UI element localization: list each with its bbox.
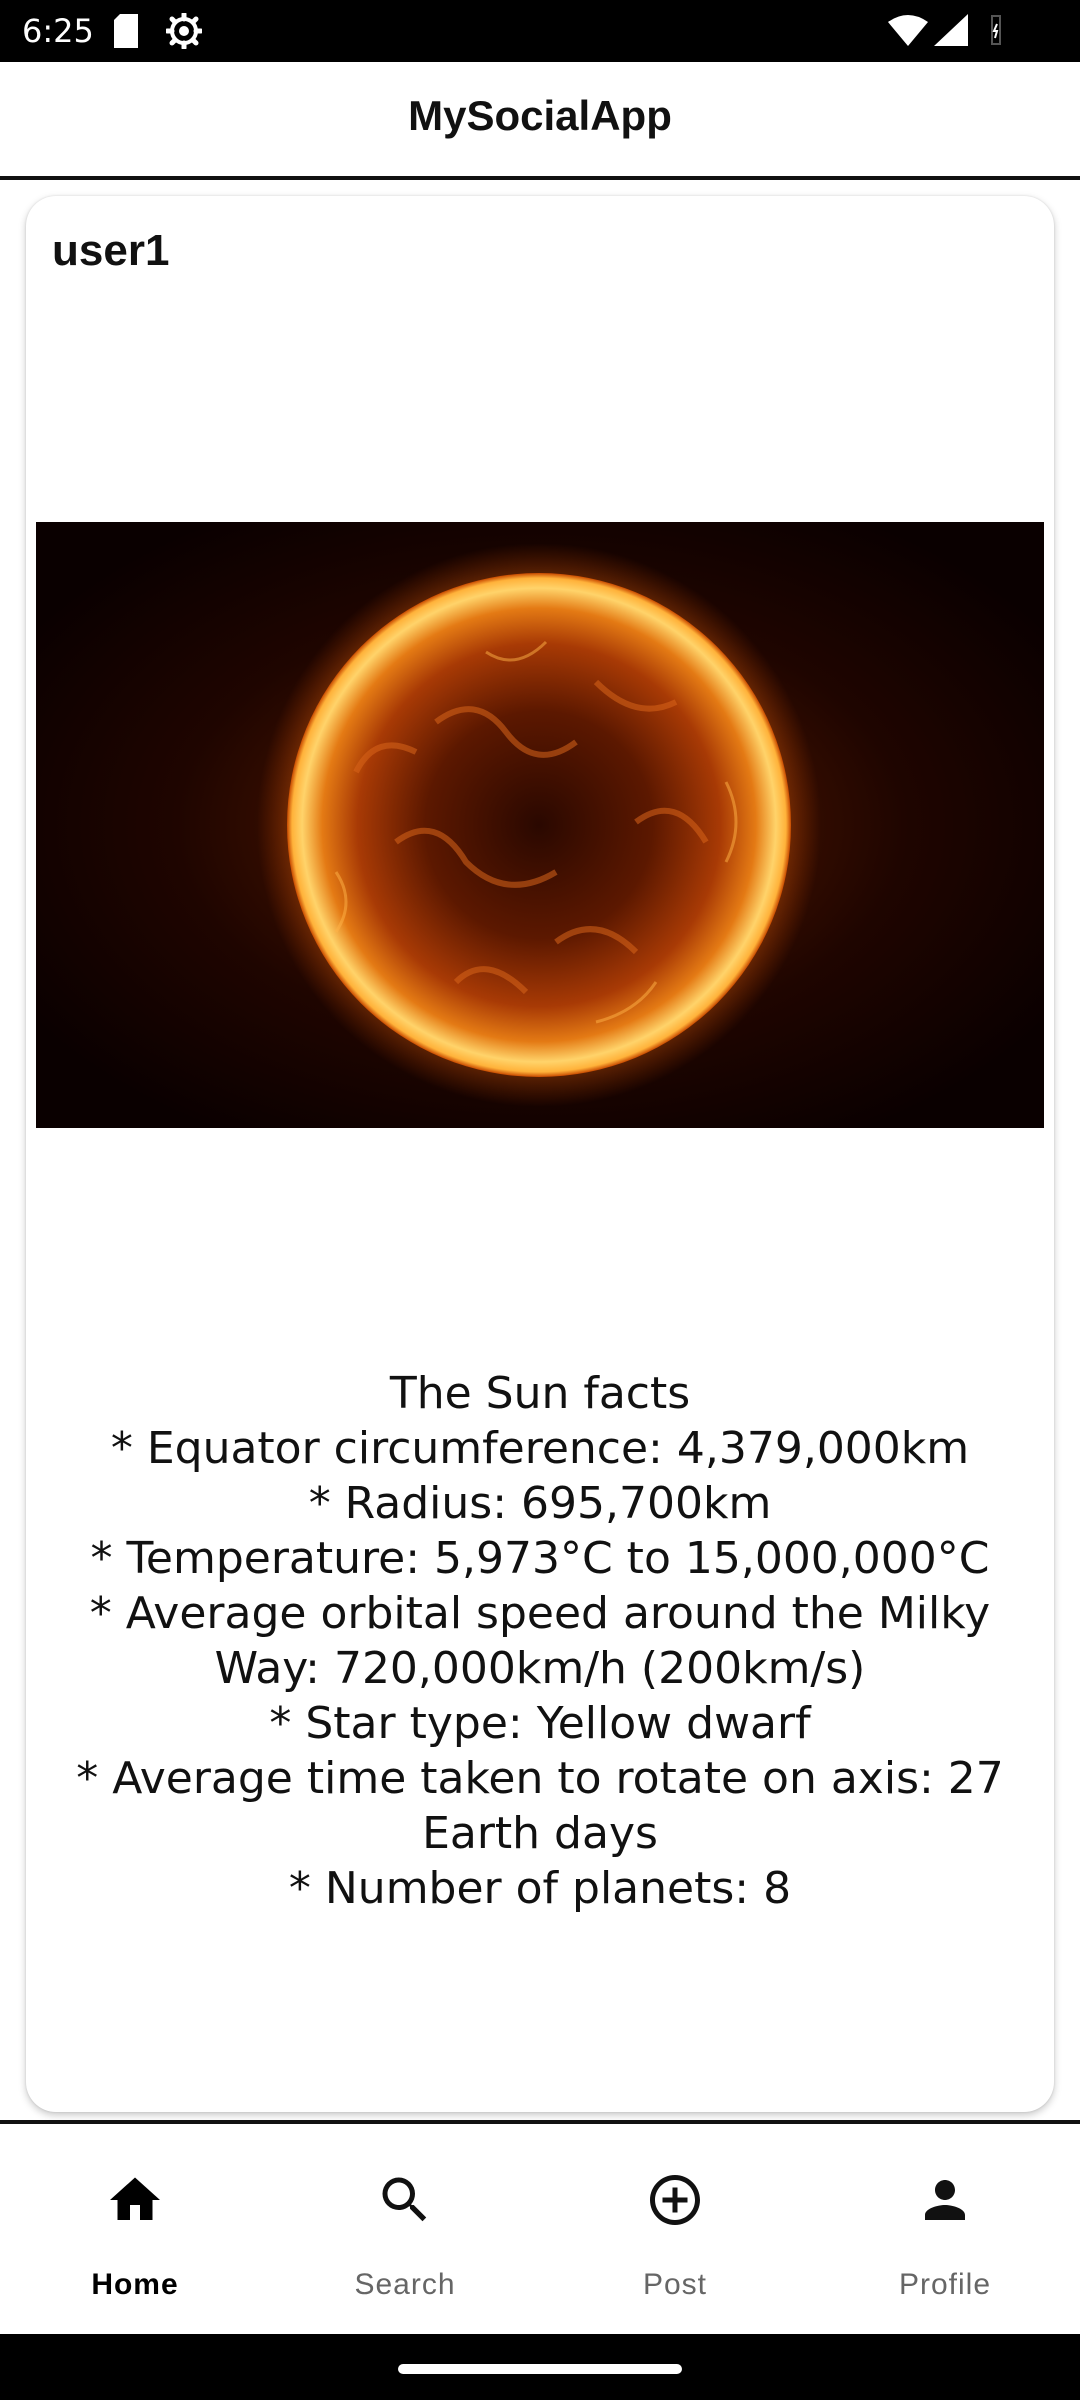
nav-search[interactable]: Search — [270, 2124, 540, 2334]
search-icon — [382, 2177, 427, 2222]
nav-search-label: Search — [354, 2268, 456, 2301]
app-bar: MySocialApp — [0, 62, 1080, 180]
post-text-line: * Temperature: 5,973°C to 15,000,000°C — [90, 1533, 990, 1584]
add-circle-icon — [650, 2175, 700, 2225]
person-icon — [925, 2180, 965, 2220]
nav-home[interactable]: Home — [0, 2124, 270, 2334]
nav-profile-label: Profile — [898, 2268, 992, 2301]
post-text: The Sun facts * Equator circumference: 4… — [66, 1366, 1014, 1916]
post-image[interactable] — [36, 522, 1044, 1128]
nav-home-label: Home — [91, 2268, 179, 2301]
status-bar: 6:25 — [0, 0, 1080, 62]
sun-image — [36, 522, 1044, 1128]
cell-signal-icon — [934, 14, 968, 51]
gesture-area — [0, 2334, 1080, 2400]
post-card[interactable]: user1 — [26, 196, 1054, 2112]
post-text-line: Earth days — [422, 1808, 658, 1859]
post-text-line: * Average orbital speed around the Milky — [89, 1588, 991, 1639]
app-title: MySocialApp — [408, 92, 672, 139]
post-text-line: * Star type: Yellow dwarf — [269, 1698, 811, 1749]
home-icon — [110, 2177, 160, 2220]
post-text-line: Way: 720,000km/h (200km/s) — [214, 1643, 866, 1694]
post-text-line: The Sun facts — [389, 1368, 691, 1419]
battery-icon — [988, 14, 1004, 51]
post-text-line: * Average time taken to rotate on axis: … — [76, 1753, 1004, 1804]
post-text-line: * Number of planets: 8 — [288, 1863, 792, 1914]
nav-post-label: Post — [642, 2268, 708, 2301]
post-text-line: * Radius: 695,700km — [308, 1478, 772, 1529]
post-text-line: * Equator circumference: 4,379,000km — [110, 1423, 970, 1474]
post-username[interactable]: user1 — [52, 226, 170, 275]
sd-card-icon — [112, 14, 140, 53]
nav-post[interactable]: Post — [540, 2124, 810, 2334]
bottom-nav: Home Search Post Profile — [0, 2120, 1080, 2334]
status-time: 6:25 — [22, 12, 94, 50]
nav-profile[interactable]: Profile — [810, 2124, 1080, 2334]
gesture-handle[interactable] — [398, 2364, 682, 2374]
settings-gear-icon — [164, 11, 204, 54]
wifi-icon — [888, 14, 928, 51]
